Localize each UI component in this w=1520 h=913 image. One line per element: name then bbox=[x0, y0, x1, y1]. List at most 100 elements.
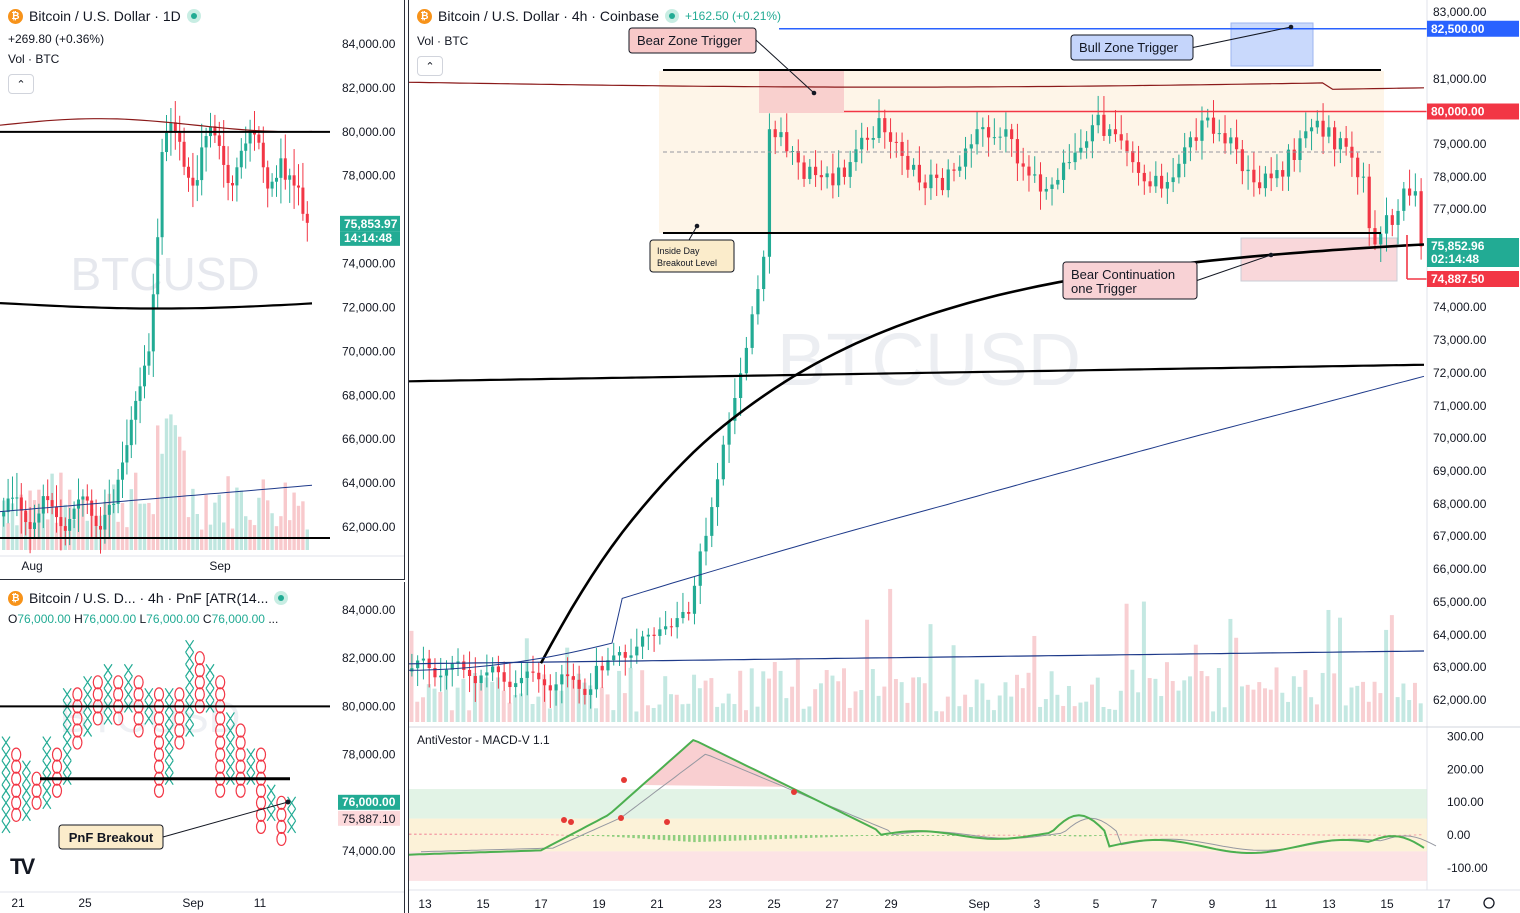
main-volume-bar bbox=[496, 677, 500, 722]
tradingview-logo[interactable]: TV bbox=[10, 854, 35, 879]
main-candle bbox=[998, 136, 1002, 138]
main-volume-bar bbox=[490, 681, 495, 722]
daily-candle bbox=[112, 503, 116, 505]
main-volume-bar bbox=[1101, 707, 1106, 722]
main-candle bbox=[577, 679, 581, 689]
macd-histogram-bar bbox=[1312, 834, 1315, 836]
pnf-o-box bbox=[51, 783, 63, 798]
macd-histogram-bar bbox=[1165, 834, 1168, 836]
daily-volume-bar bbox=[248, 519, 252, 550]
macd-histogram-bar bbox=[1241, 833, 1244, 835]
macd-histogram-bar bbox=[946, 835, 950, 836]
bear-zone-box[interactable] bbox=[759, 71, 844, 113]
macd-histogram-bar bbox=[1347, 834, 1351, 836]
pnf-x-tick: 21 bbox=[11, 896, 25, 910]
main-candle bbox=[1252, 169, 1256, 183]
macd-histogram-bar bbox=[1398, 834, 1402, 836]
main-chart-title[interactable]: Bitcoin / U.S. Dollar · 4h · Coinbase bbox=[438, 8, 659, 24]
main-volume-bar bbox=[1389, 615, 1394, 722]
macd-histogram-bar bbox=[1261, 833, 1265, 835]
pnf-x-box bbox=[287, 808, 297, 822]
macd-histogram-bar bbox=[1149, 834, 1153, 836]
ohlc-more[interactable]: ... bbox=[268, 612, 279, 626]
main-volume-bar bbox=[922, 683, 927, 722]
main-y-tick: 74,000.00 bbox=[1433, 300, 1487, 314]
pnf-o-box bbox=[51, 747, 63, 762]
main-candle bbox=[496, 666, 500, 673]
daily-chart-canvas[interactable]: BTCUSD 84,000.00 82,000.00 80,000.00 78,000.… bbox=[0, 0, 405, 580]
daily-candle bbox=[165, 132, 168, 153]
daily-chart-panel[interactable]: BTCUSD 84,000.00 82,000.00 80,000.00 78,000.… bbox=[0, 0, 405, 580]
pnf-x-box bbox=[164, 760, 174, 773]
daily-x-tick: Sep bbox=[209, 559, 231, 573]
macd-histogram-bar bbox=[759, 835, 762, 840]
macd-histogram-bar bbox=[708, 835, 711, 842]
main-volume-bar bbox=[1176, 690, 1181, 722]
macd-histogram-bar bbox=[617, 835, 620, 838]
main-candle bbox=[687, 612, 691, 614]
main-candle bbox=[456, 661, 460, 664]
main-candle bbox=[1292, 149, 1296, 161]
main-candle bbox=[1015, 139, 1020, 164]
macd-histogram-bar bbox=[952, 835, 955, 836]
macd-histogram-bar bbox=[693, 835, 696, 843]
main-volume-bar bbox=[801, 708, 806, 722]
bull-zone-box[interactable] bbox=[1230, 22, 1314, 67]
daily-price-badge-bg bbox=[340, 215, 400, 232]
inside-day-callout-bg[interactable] bbox=[649, 239, 735, 273]
pnf-x-tick: 11 bbox=[254, 896, 267, 910]
main-chart-panel[interactable]: BTCUSD Bear Zone Trigger Bull Zone Trigger… bbox=[408, 0, 1520, 913]
macd-histogram-bar bbox=[637, 835, 640, 839]
main-volume-bar bbox=[847, 707, 852, 722]
main-y-tick: 73,000.00 bbox=[1433, 333, 1487, 347]
bear-continuation-box[interactable] bbox=[1240, 237, 1398, 282]
pnf-chart-canvas[interactable]: 84,000.00 82,000.00 80,000.00 78,000.00 74,0… bbox=[0, 582, 405, 913]
daily-ma-blue bbox=[0, 484, 313, 513]
daily-y-tick: 74,000.00 bbox=[342, 257, 396, 271]
bull-zone-callout-line bbox=[1192, 26, 1292, 48]
daily-candle bbox=[160, 152, 164, 238]
bear-continuation-callout: one Trigger bbox=[1071, 281, 1137, 296]
pnf-o-box bbox=[92, 687, 103, 702]
pnf-chart-panel[interactable]: 84,000.00 82,000.00 80,000.00 78,000.00 74,0… bbox=[0, 582, 405, 913]
macd-histogram-bar bbox=[1322, 834, 1325, 836]
collapse-indicators-button[interactable]: ⌃ bbox=[8, 74, 34, 94]
macd-histogram-bar bbox=[510, 833, 513, 835]
main-candle bbox=[519, 677, 524, 684]
main-chart-canvas[interactable]: BTCUSD Bear Zone Trigger Bull Zone Trigger… bbox=[409, 0, 1520, 913]
main-volume-bar bbox=[951, 645, 956, 722]
pnf-o-box bbox=[92, 711, 103, 726]
pnf-chart-title[interactable]: Bitcoin / U.S. D... · 4h · PnF [ATR(14..… bbox=[29, 590, 269, 606]
pnf-x-box bbox=[185, 712, 195, 725]
pnf-x-box bbox=[1, 736, 11, 749]
main-volume-bar bbox=[1234, 637, 1239, 722]
main-candle bbox=[1223, 133, 1227, 144]
pnf-x-box bbox=[185, 651, 195, 665]
main-volume-bar bbox=[669, 694, 673, 722]
main-candle bbox=[537, 672, 541, 680]
main-volume-bar bbox=[594, 708, 599, 722]
main-volume-bar bbox=[628, 667, 633, 722]
collapse-indicators-button[interactable]: ⌃ bbox=[417, 56, 443, 76]
daily-candle bbox=[305, 213, 309, 223]
macd-histogram-bar bbox=[464, 833, 468, 835]
main-volume-label[interactable]: Vol · BTC bbox=[417, 34, 469, 48]
macd-histogram-bar bbox=[1023, 834, 1026, 836]
main-volume-bar bbox=[634, 711, 639, 722]
macd-histogram-bar bbox=[459, 833, 463, 835]
main-candle bbox=[1356, 157, 1360, 178]
macd-histogram-bar bbox=[723, 835, 727, 842]
daily-candle bbox=[222, 145, 226, 165]
daily-chart-title[interactable]: Bitcoin / U.S. Dollar · 1D bbox=[29, 8, 181, 24]
main-volume-bar bbox=[1239, 686, 1244, 722]
pnf-y-tick: 84,000.00 bbox=[342, 603, 396, 617]
main-candle bbox=[600, 665, 604, 671]
main-volume-bar bbox=[1147, 678, 1152, 722]
macd-histogram-bar bbox=[936, 835, 940, 836]
main-volume-bar bbox=[853, 691, 858, 722]
main-volume-bar bbox=[1384, 629, 1389, 722]
pnf-x-box bbox=[62, 724, 72, 737]
settings-gear-icon[interactable] bbox=[1483, 897, 1495, 909]
daily-volume-label[interactable]: Vol · BTC bbox=[8, 52, 60, 66]
macd-histogram-bar bbox=[606, 835, 610, 837]
